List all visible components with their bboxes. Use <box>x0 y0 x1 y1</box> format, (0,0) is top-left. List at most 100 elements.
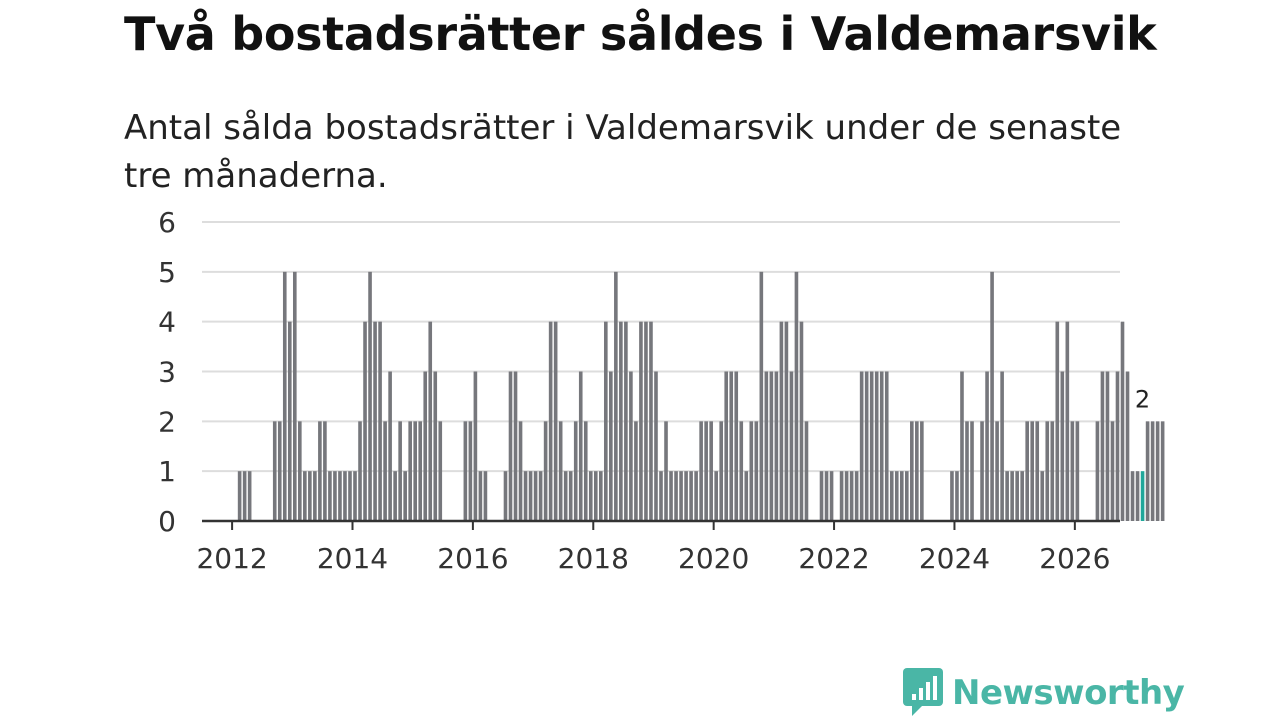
bar <box>869 371 874 521</box>
bar <box>884 371 889 521</box>
bar <box>669 471 673 521</box>
bar <box>1005 471 1009 521</box>
bar <box>950 471 954 521</box>
bar-highlighted <box>1140 471 1145 521</box>
bar <box>619 321 623 521</box>
bar <box>1050 421 1055 521</box>
bar <box>689 471 693 521</box>
highlight-value-label: 2 <box>1135 385 1150 413</box>
bar <box>779 321 784 521</box>
y-tick-label: 4 <box>158 306 176 339</box>
bar <box>1150 421 1155 521</box>
brand-name: Newsworthy <box>952 673 1185 713</box>
bar <box>664 421 668 521</box>
y-tick-label: 5 <box>158 256 176 289</box>
bar <box>965 421 969 521</box>
bar <box>679 471 683 521</box>
bar <box>694 471 698 521</box>
bar <box>1015 471 1019 521</box>
bar <box>955 471 959 521</box>
bar <box>568 471 573 521</box>
bar <box>573 421 578 521</box>
bar <box>503 471 508 521</box>
bar <box>844 471 849 521</box>
bar <box>1035 421 1040 521</box>
bar <box>674 471 678 521</box>
bar <box>463 421 468 521</box>
bar <box>970 421 974 521</box>
bar <box>995 421 999 521</box>
bar <box>298 421 302 521</box>
bar <box>704 421 708 521</box>
bar <box>473 371 478 521</box>
bar <box>639 321 643 521</box>
x-axis-ticks: 2012 2014 2016 2018 2020 2022 2024 2026 <box>196 521 1110 575</box>
bar <box>839 471 844 521</box>
bar <box>634 421 638 521</box>
bar <box>960 371 964 521</box>
bar <box>749 421 754 521</box>
bar <box>1110 421 1115 521</box>
bar <box>408 421 412 521</box>
bar <box>438 421 443 521</box>
x-tick-label: 2018 <box>558 542 629 575</box>
bar <box>1020 471 1024 521</box>
bar <box>1115 371 1120 521</box>
bar <box>729 371 734 521</box>
bar <box>894 471 899 521</box>
bar <box>558 421 563 521</box>
y-tick-label: 1 <box>158 455 176 488</box>
bar <box>1055 321 1060 521</box>
bar <box>333 471 337 521</box>
bar <box>774 371 779 521</box>
bars <box>237 271 1165 521</box>
bar <box>1010 471 1014 521</box>
y-tick-label: 3 <box>158 356 176 389</box>
bar <box>403 471 407 521</box>
bar <box>363 321 367 521</box>
bar <box>323 421 327 521</box>
bar <box>604 321 608 521</box>
bar <box>754 421 759 521</box>
bar <box>338 471 342 521</box>
bar <box>659 471 663 521</box>
bar <box>719 421 724 521</box>
bar <box>478 471 483 521</box>
bar <box>513 371 518 521</box>
bar <box>789 371 794 521</box>
bar <box>1030 421 1035 521</box>
bar <box>864 371 869 521</box>
bar <box>1155 421 1160 521</box>
x-tick-label: 2024 <box>919 542 990 575</box>
y-axis-ticks: 0 1 2 3 4 5 6 <box>158 206 176 538</box>
bar <box>724 371 729 521</box>
bar <box>714 471 718 521</box>
bar <box>277 421 282 521</box>
bar <box>1160 421 1165 521</box>
bar <box>1135 471 1140 521</box>
bar <box>1065 321 1070 521</box>
bar <box>553 321 558 521</box>
bar <box>1075 421 1080 521</box>
bar <box>353 471 357 521</box>
bar <box>644 321 648 521</box>
x-tick-label: 2026 <box>1039 542 1110 575</box>
x-tick-label: 2012 <box>196 542 267 575</box>
bar <box>282 271 287 521</box>
bar <box>523 471 528 521</box>
x-tick-label: 2016 <box>437 542 508 575</box>
bar <box>920 421 924 521</box>
bar <box>684 471 688 521</box>
bar <box>614 271 618 521</box>
bar <box>423 371 428 521</box>
bar <box>1070 421 1075 521</box>
bar <box>563 471 568 521</box>
bar <box>518 421 523 521</box>
bar <box>739 421 744 521</box>
headline: Två bostadsrätter såldes i Valdemarsvik <box>124 7 1157 61</box>
bar <box>609 371 613 521</box>
x-tick-label: 2014 <box>317 542 388 575</box>
bar <box>598 471 603 521</box>
bar <box>879 371 884 521</box>
